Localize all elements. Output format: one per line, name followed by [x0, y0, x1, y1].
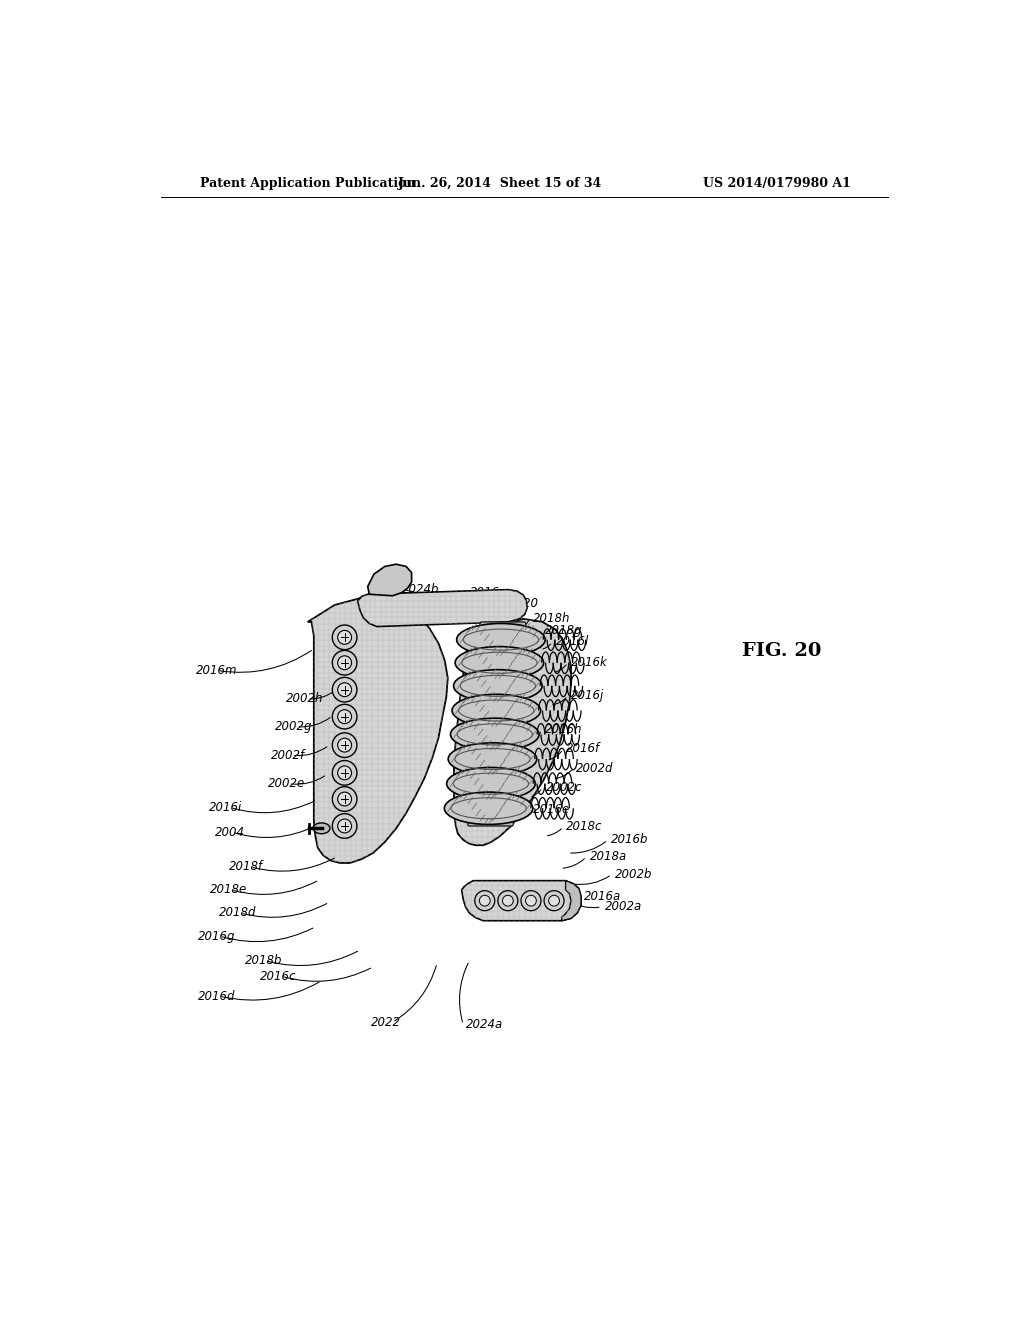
Ellipse shape	[454, 669, 542, 702]
Text: 2002e: 2002e	[267, 777, 305, 791]
Text: 2024b: 2024b	[401, 583, 439, 597]
Text: 2022: 2022	[371, 1016, 400, 1028]
Ellipse shape	[451, 718, 539, 751]
Text: Jun. 26, 2014  Sheet 15 of 34: Jun. 26, 2014 Sheet 15 of 34	[398, 177, 602, 190]
Text: 2018b: 2018b	[245, 954, 282, 968]
Text: US 2014/0179980 A1: US 2014/0179980 A1	[702, 177, 851, 190]
Text: 2002d: 2002d	[577, 762, 614, 775]
Circle shape	[338, 792, 351, 807]
FancyBboxPatch shape	[478, 645, 524, 681]
Circle shape	[338, 656, 351, 669]
Ellipse shape	[446, 767, 536, 800]
Polygon shape	[562, 880, 581, 921]
Polygon shape	[368, 564, 412, 595]
Polygon shape	[307, 595, 447, 863]
Circle shape	[333, 787, 357, 812]
Text: 2002c: 2002c	[546, 781, 582, 795]
Text: 2018d: 2018d	[219, 907, 257, 920]
Ellipse shape	[444, 792, 532, 825]
Circle shape	[503, 895, 513, 906]
Text: 2018f: 2018f	[229, 861, 263, 874]
FancyBboxPatch shape	[475, 693, 521, 729]
Circle shape	[338, 710, 351, 723]
Text: 2002g: 2002g	[275, 721, 312, 733]
Circle shape	[338, 766, 351, 780]
Text: FIG. 20: FIG. 20	[741, 643, 821, 660]
Circle shape	[333, 626, 357, 649]
Circle shape	[338, 738, 351, 752]
Ellipse shape	[449, 743, 537, 775]
Text: 2002a: 2002a	[605, 900, 642, 913]
Circle shape	[549, 895, 559, 906]
Polygon shape	[357, 590, 527, 627]
Text: Patent Application Publication: Patent Application Publication	[200, 177, 416, 190]
Circle shape	[521, 891, 541, 911]
Circle shape	[333, 705, 357, 729]
FancyBboxPatch shape	[477, 668, 522, 704]
Circle shape	[544, 891, 564, 911]
Text: 2016f: 2016f	[566, 742, 600, 755]
FancyBboxPatch shape	[468, 791, 513, 826]
Circle shape	[475, 891, 495, 911]
Circle shape	[525, 895, 537, 906]
Text: 2016m: 2016m	[196, 664, 238, 677]
Circle shape	[333, 733, 357, 758]
Text: 2016g: 2016g	[199, 929, 236, 942]
Circle shape	[338, 631, 351, 644]
Circle shape	[338, 682, 351, 697]
Text: 2016a: 2016a	[584, 890, 622, 903]
Text: 2002b: 2002b	[614, 869, 652, 880]
Text: 2020: 2020	[509, 597, 540, 610]
Ellipse shape	[313, 822, 330, 834]
FancyBboxPatch shape	[472, 742, 517, 776]
Ellipse shape	[455, 647, 544, 678]
Polygon shape	[454, 619, 571, 845]
FancyBboxPatch shape	[470, 766, 515, 801]
Text: 2002f: 2002f	[270, 748, 305, 762]
Circle shape	[498, 891, 518, 911]
Text: 2016i: 2016i	[209, 801, 243, 814]
Text: 2016d: 2016d	[199, 990, 236, 1003]
Circle shape	[333, 677, 357, 702]
Text: 2016l: 2016l	[556, 635, 589, 648]
Text: 2018c: 2018c	[566, 820, 603, 833]
Text: 2024a: 2024a	[466, 1018, 504, 1031]
Text: 2018g: 2018g	[545, 624, 583, 638]
Circle shape	[333, 651, 357, 675]
Circle shape	[333, 760, 357, 785]
Polygon shape	[462, 880, 581, 921]
Text: 2016e: 2016e	[532, 803, 569, 816]
Circle shape	[338, 818, 351, 833]
Text: 2018h: 2018h	[532, 611, 570, 624]
FancyBboxPatch shape	[480, 622, 525, 657]
Ellipse shape	[457, 623, 545, 656]
FancyBboxPatch shape	[474, 717, 519, 752]
Text: 2016n: 2016n	[470, 586, 508, 599]
Ellipse shape	[452, 694, 541, 726]
Text: 2016j: 2016j	[571, 689, 604, 702]
Text: 2016k: 2016k	[571, 656, 608, 669]
Text: 2018e: 2018e	[210, 883, 247, 896]
Circle shape	[479, 895, 490, 906]
Text: 2018a: 2018a	[590, 850, 627, 863]
Circle shape	[333, 813, 357, 838]
Text: 2004: 2004	[215, 825, 246, 838]
Text: 2016b: 2016b	[611, 833, 648, 846]
Text: 2002h: 2002h	[286, 693, 324, 705]
Text: 2016h: 2016h	[545, 723, 583, 737]
Text: 2016c: 2016c	[260, 970, 296, 982]
